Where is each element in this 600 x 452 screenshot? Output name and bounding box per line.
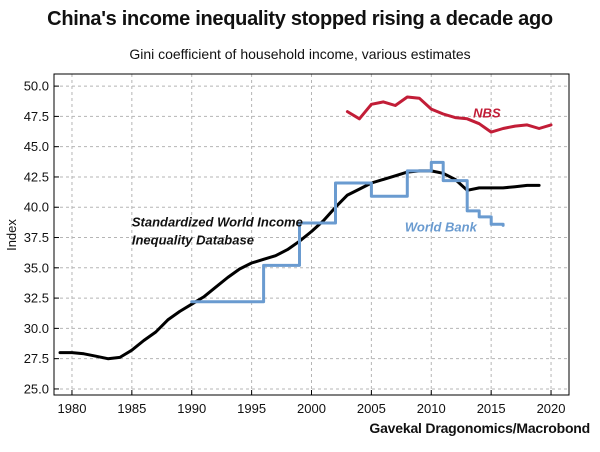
series-label-world-bank: World Bank (405, 219, 478, 234)
y-tick-label: 40.0 (24, 200, 49, 215)
series-line-nbs (345, 95, 553, 134)
y-tick-label: 30.0 (24, 321, 49, 336)
x-tick-label: 2000 (297, 401, 326, 416)
y-axis-label: Index (4, 219, 19, 251)
y-tick-label: 47.5 (24, 109, 49, 124)
y-tick-label: 50.0 (24, 79, 49, 94)
series-label-nbs: NBS (473, 106, 501, 121)
series-label-line: World Bank (405, 219, 478, 234)
x-tick-label: 1985 (117, 401, 146, 416)
y-tick-label: 25.0 (24, 381, 49, 396)
y-tick-label: 42.5 (24, 169, 49, 184)
x-tick-label: 1980 (58, 401, 87, 416)
y-tick-label: 35.0 (24, 260, 49, 275)
series-label-standardized-world-income-inequality-database: Standardized World Income Inequality Data… (132, 215, 303, 248)
chart-title: China's income inequality stopped rising… (47, 8, 553, 30)
grid-lines (54, 74, 569, 395)
series-line-world-bank (190, 160, 505, 304)
x-tick-label: 1990 (177, 401, 206, 416)
x-tick-label: 2005 (357, 401, 386, 416)
y-tick-label: 32.5 (24, 291, 49, 306)
chart-subtitle: Gini coefficient of household income, va… (129, 46, 471, 62)
y-tick-label: 45.0 (24, 139, 49, 154)
series-label-line: Standardized World Income (132, 215, 303, 230)
series-lines (58, 95, 553, 361)
y-tick-label: 27.5 (24, 351, 49, 366)
y-tick-label: 37.5 (24, 230, 49, 245)
source-note: Gavekal Dragonomics/Macrobond (369, 420, 590, 436)
series-labels: Standardized World Income Inequality Data… (132, 106, 501, 248)
x-axis-ticks: 1980 1985 1990 1995 2000 2005 2010 2015 2020 (58, 390, 566, 416)
x-tick-label: 1995 (237, 401, 266, 416)
y-axis-ticks: 25.0 27.5 30.0 32.5 35.0 37.5 40.0 42.5 45.0 47.5… (24, 79, 59, 396)
x-tick-label: 2020 (537, 401, 566, 416)
series-label-line: NBS (473, 106, 501, 121)
x-tick-label: 2010 (417, 401, 446, 416)
x-tick-label: 2015 (477, 401, 506, 416)
series-label-line: Inequality Database (132, 233, 254, 248)
